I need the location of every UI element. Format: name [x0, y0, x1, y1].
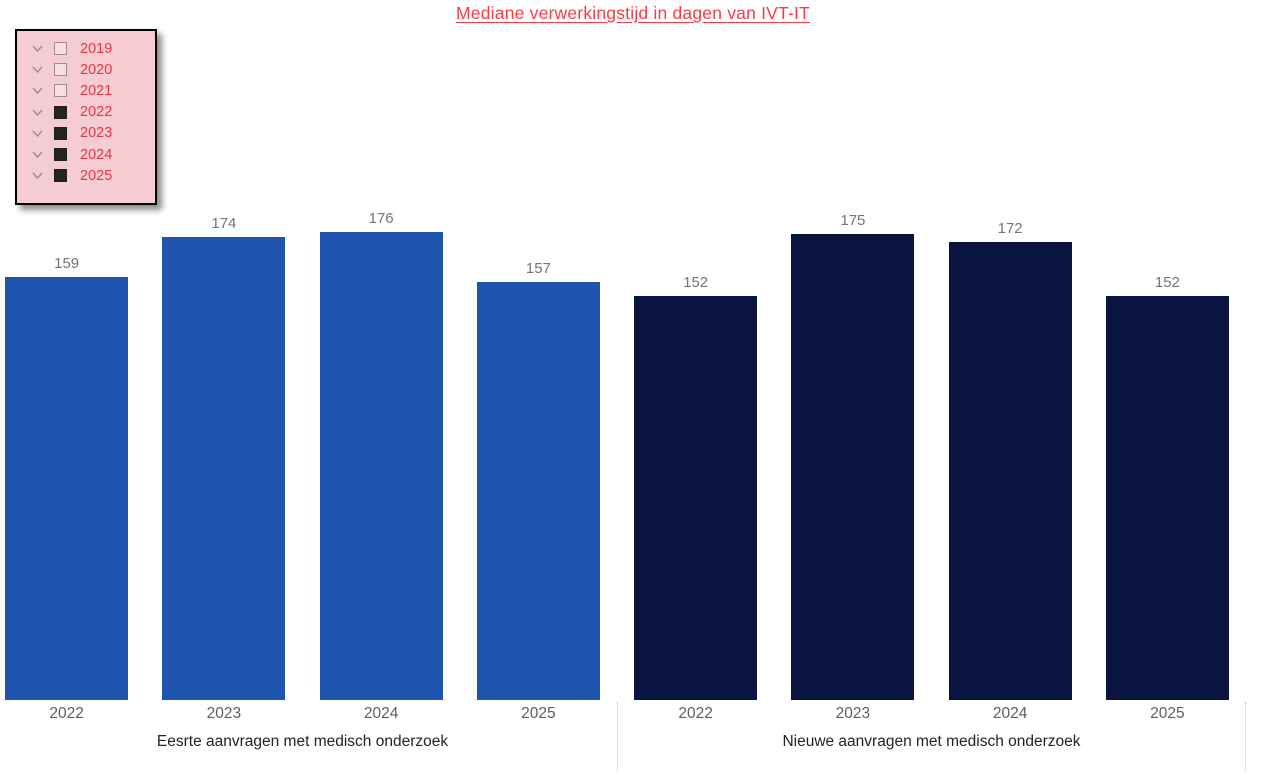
chevron-down-icon[interactable] — [31, 150, 44, 159]
legend-row-2020[interactable]: 2020 — [17, 59, 155, 80]
chevron-down-icon[interactable] — [31, 44, 44, 53]
bar-cell: 157 2025 — [460, 0, 617, 722]
bar-cell: 172 2024 — [932, 0, 1089, 722]
x-axis-category-label: 2022 — [678, 705, 713, 722]
bar-cell: 152 2025 — [1089, 0, 1246, 722]
legend-year-label: 2023 — [80, 125, 113, 142]
year-filter-legend[interactable]: 2019 2020 2021 2022 2023 2024 2025 — [15, 29, 157, 205]
chevron-down-icon[interactable] — [31, 129, 44, 138]
bar-eesrte-2022[interactable] — [5, 277, 129, 700]
bar-nieuwe-2022[interactable] — [634, 296, 758, 700]
legend-row-2025[interactable]: 2025 — [17, 165, 155, 186]
bar-eesrte-2024[interactable] — [319, 232, 443, 700]
bar-group-2: 152 2022 175 2023 172 2024 152 2025 — [617, 0, 1246, 722]
chevron-down-icon[interactable] — [31, 171, 44, 180]
legend-year-label: 2022 — [80, 104, 113, 121]
checkbox-checked[interactable] — [54, 126, 67, 140]
x-axis-category-label: 2024 — [363, 705, 399, 722]
bar-nieuwe-2024[interactable] — [948, 242, 1072, 700]
x-axis-category-label: 2025 — [521, 705, 556, 722]
legend-year-label: 2021 — [80, 82, 113, 99]
bar-group-1: 159 2022 174 2023 176 2024 157 2025 — [0, 0, 617, 722]
x-axis-category-label: 2024 — [992, 705, 1028, 722]
bar-eesrte-2025[interactable] — [476, 282, 600, 700]
bar-value-label: 159 — [54, 255, 80, 272]
x-axis-category-label: 2023 — [206, 705, 242, 722]
chevron-down-icon[interactable] — [31, 65, 44, 74]
legend-row-2021[interactable]: 2021 — [17, 80, 155, 101]
bar-cell: 174 2023 — [145, 0, 302, 722]
bar-nieuwe-2023[interactable] — [791, 234, 915, 700]
series-group-label: Nieuwe aanvragen met medisch onderzoek — [782, 733, 1081, 750]
bar-nieuwe-2025[interactable] — [1105, 296, 1229, 700]
checkbox-checked[interactable] — [54, 169, 67, 183]
checkbox-unchecked[interactable] — [54, 84, 67, 98]
axis-divider-line — [1245, 702, 1246, 772]
legend-year-label: 2020 — [80, 61, 113, 78]
x-axis-category-label: 2022 — [49, 705, 84, 722]
legend-row-2024[interactable]: 2024 — [17, 144, 155, 165]
x-axis-category-label: 2023 — [835, 705, 871, 722]
legend-row-2023[interactable]: 2023 — [17, 123, 155, 144]
bar-cell: 152 2022 — [617, 0, 774, 722]
x-axis-category-label: 2025 — [1150, 705, 1185, 722]
chevron-down-icon[interactable] — [31, 86, 44, 95]
series-group-label: Eesrte aanvragen met medisch onderzoek — [156, 733, 449, 750]
bar-cell: 175 2023 — [774, 0, 931, 722]
legend-year-label: 2024 — [80, 146, 113, 163]
bar-cell: 159 2022 — [0, 0, 145, 722]
legend-row-2022[interactable]: 2022 — [17, 102, 155, 123]
bar-eesrte-2023[interactable] — [162, 237, 286, 700]
bar-value-label: 172 — [997, 220, 1023, 237]
bar-value-label: 174 — [211, 215, 237, 232]
bar-value-label: 152 — [1154, 274, 1180, 291]
legend-year-label: 2025 — [80, 167, 113, 184]
legend-row-2019[interactable]: 2019 — [17, 38, 155, 59]
checkbox-checked[interactable] — [54, 105, 67, 119]
legend-year-label: 2019 — [80, 40, 113, 57]
bar-cell: 176 2024 — [303, 0, 460, 722]
checkbox-unchecked[interactable] — [54, 42, 67, 56]
bar-value-label: 157 — [525, 260, 551, 277]
chart-title: Mediane verwerkingstijd in dagen van IVT… — [456, 3, 810, 23]
bar-value-label: 176 — [368, 210, 394, 227]
checkbox-checked[interactable] — [54, 148, 67, 162]
chevron-down-icon[interactable] — [31, 108, 44, 117]
bar-value-label: 152 — [683, 274, 709, 291]
axis-divider-line — [617, 702, 618, 772]
bar-value-label: 175 — [840, 212, 866, 229]
checkbox-unchecked[interactable] — [54, 63, 67, 77]
